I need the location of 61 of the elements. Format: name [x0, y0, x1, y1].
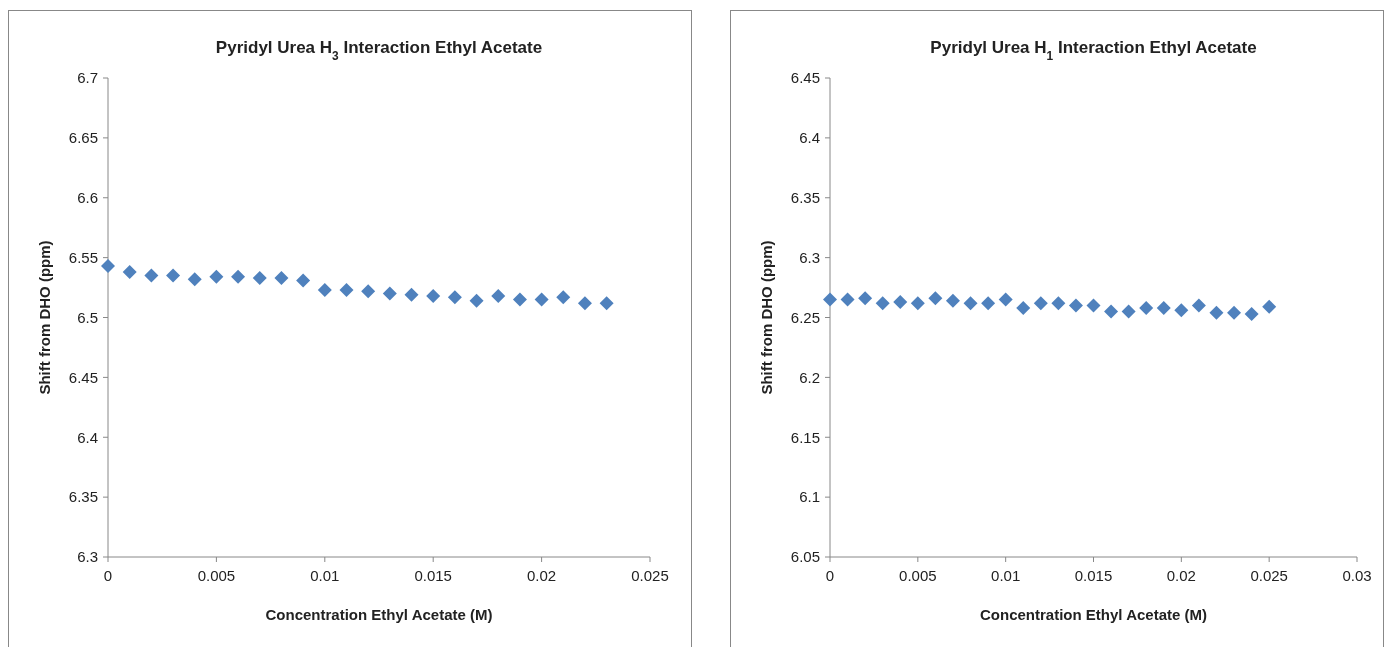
y-tick-label: 6.4	[77, 428, 98, 446]
x-tick-label: 0.015	[1074, 567, 1113, 584]
point	[317, 282, 332, 297]
x-tick-label: 0.025	[631, 567, 669, 584]
x-tick-label: 0.005	[899, 567, 937, 584]
x-tick-label: 0.015	[414, 567, 452, 584]
x-tick-label: 0.02	[1166, 567, 1196, 584]
chart-title: Pyridyl Urea H$_{1}$ Interaction Ethyl Acetate	[930, 38, 1257, 63]
point	[361, 284, 376, 299]
y-tick-label: 6.6	[77, 189, 98, 206]
point	[577, 296, 592, 311]
x-tick-label: 0.01	[991, 567, 1021, 584]
point	[534, 292, 549, 307]
point	[339, 282, 354, 297]
x-tick-label: 0.03	[1342, 567, 1372, 584]
point	[382, 286, 397, 301]
point	[599, 296, 614, 311]
x-tick-label: 0.025	[1250, 567, 1288, 584]
y-tick-label: 6.5	[77, 308, 98, 326]
y-tick-label: 6.45	[68, 368, 98, 386]
chart-title: Pyridyl Urea H$_{3}$ Interaction Ethyl Acetate	[215, 38, 543, 63]
x-tick-label: 0.01	[310, 567, 340, 584]
y-tick-label: 6.05	[790, 548, 820, 566]
point	[447, 290, 462, 305]
point	[166, 268, 181, 283]
y-tick-label: 6.35	[68, 488, 98, 506]
y-tick-label: 6.7	[77, 69, 98, 87]
point	[252, 270, 267, 285]
point	[556, 290, 571, 305]
point	[274, 270, 289, 285]
point	[491, 288, 506, 303]
x-axis-title: Concentration Ethyl Acetate (M)	[265, 606, 493, 623]
y-tick-label: 6.3	[799, 248, 820, 266]
point	[426, 288, 441, 303]
x-tick-label: 0	[103, 567, 113, 584]
y-tick-label: 6.15	[790, 428, 820, 446]
point	[144, 268, 159, 283]
point	[231, 269, 246, 284]
x-tick-label: 0.02	[527, 567, 557, 584]
point	[296, 273, 311, 288]
y-tick-label: 6.1	[799, 488, 820, 506]
y-tick-label: 6.4	[799, 129, 820, 147]
point	[404, 287, 419, 302]
point	[512, 292, 527, 307]
x-tick-label: 0.005	[197, 567, 236, 584]
y-tick-label: 6.55	[68, 248, 98, 266]
y-axis-title: Shift from DHO (ppm)	[36, 240, 53, 395]
y-tick-label: 6.45	[790, 69, 820, 87]
y-tick-label: 6.25	[790, 308, 820, 326]
x-axis-title: Concentration Ethyl Acetate (M)	[980, 606, 1207, 623]
point	[187, 272, 202, 287]
point	[122, 264, 137, 279]
point	[209, 269, 224, 284]
y-tick-label: 6.2	[799, 368, 820, 386]
y-axis-title: Shift from DHO (ppm)	[758, 240, 775, 395]
point	[469, 293, 484, 308]
y-tick-label: 6.35	[790, 189, 820, 206]
y-tick-label: 6.3	[77, 548, 98, 566]
y-tick-label: 6.65	[68, 129, 98, 147]
point	[101, 259, 115, 274]
x-tick-label: 0	[825, 567, 835, 584]
